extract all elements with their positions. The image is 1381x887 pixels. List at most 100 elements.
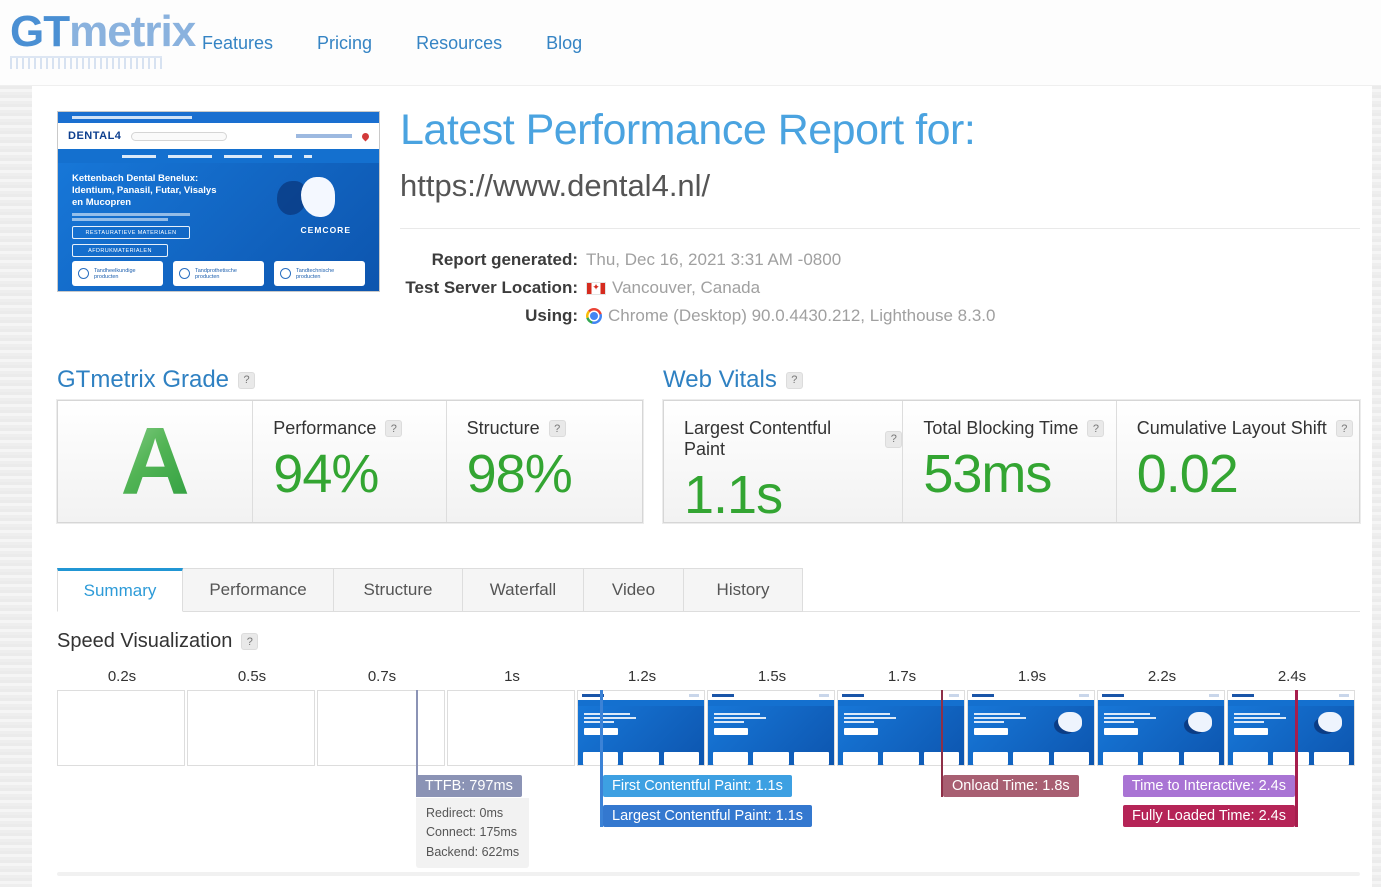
fully-loaded-marker-line xyxy=(1295,690,1298,827)
help-icon[interactable]: ? xyxy=(1087,420,1105,437)
logo-ruler-icon xyxy=(10,56,162,69)
filmstrip-frame xyxy=(837,690,965,766)
grade-letter: A xyxy=(120,407,190,515)
thumb-site-logo: DENTAL4 xyxy=(68,130,122,142)
grade-letter-cell: A xyxy=(58,401,254,522)
meta-row-location: Test Server Location: Vancouver, Canada xyxy=(400,274,1360,302)
help-icon[interactable]: ? xyxy=(238,371,256,389)
structure-score-cell: Structure? 98% xyxy=(447,401,642,522)
tab-waterfall[interactable]: Waterfall xyxy=(463,568,584,612)
site-header: GTmetrix Features Pricing Resources Blog xyxy=(0,0,1381,86)
cls-label: Cumulative Layout Shift xyxy=(1136,418,1327,438)
chrome-icon xyxy=(586,308,602,324)
tab-summary[interactable]: Summary xyxy=(57,568,183,612)
tbt-label: Total Blocking Time xyxy=(923,418,1079,438)
thumb-hero: Kettenbach Dental Benelux: Identium, Pan… xyxy=(58,163,379,291)
thumb-card-2: Tandprothetische producten xyxy=(173,261,264,286)
gtmetrix-logo[interactable]: GTmetrix xyxy=(10,7,196,69)
filmstrip-frame xyxy=(447,690,575,766)
cls-value: 0.02 xyxy=(1136,444,1239,504)
help-icon[interactable]: ? xyxy=(885,430,903,448)
tab-video[interactable]: Video xyxy=(584,568,684,612)
thumb-card-icon xyxy=(280,268,291,279)
thumb-hero-title: Kettenbach Dental Benelux: Identium, Pan… xyxy=(72,173,217,208)
structure-label: Structure xyxy=(466,418,540,438)
left-background-texture xyxy=(0,86,32,887)
time-to-interactive-badge: Time to Interactive: 2.4s xyxy=(1122,775,1295,797)
structure-value: 98% xyxy=(466,444,573,504)
thumb-card-row: Tandheelkundige producten Tandprothetisc… xyxy=(58,261,379,291)
thumb-cemcore-label: CEMCORE xyxy=(300,225,351,235)
performance-score-cell: Performance? 94% xyxy=(253,401,447,522)
tbt-value: 53ms xyxy=(923,444,1052,504)
filmstrip-frame xyxy=(577,690,705,766)
nav-features[interactable]: Features xyxy=(202,32,274,53)
report-url: https://www.dental4.nl/ xyxy=(400,168,711,203)
tab-history[interactable]: History xyxy=(684,568,803,612)
thumb-search-bar xyxy=(131,131,228,141)
filmstrip-frame xyxy=(57,690,185,766)
fully-loaded-time-badge: Fully Loaded Time: 2.4s xyxy=(1123,805,1295,827)
meta-label: Test Server Location: xyxy=(405,278,578,297)
nav-pricing[interactable]: Pricing xyxy=(317,32,373,53)
lcp-label: Largest Contentful Paint xyxy=(684,418,832,459)
gtmetrix-logo-text: GTmetrix xyxy=(10,7,196,56)
timeline-label: 0.5s xyxy=(237,668,267,685)
thumb-card-icon xyxy=(78,268,89,279)
performance-value: 94% xyxy=(273,444,379,504)
help-icon[interactable]: ? xyxy=(548,420,566,437)
thumb-hero-button-1: RESTAURATIEVE MATERIALEN xyxy=(72,226,190,239)
filmstrip-frame xyxy=(1227,690,1355,766)
speed-visualization-filmstrip: 0.2s 0.5s 0.7s 1s 1.2s 1.5s 1.7s 1.9s 2.… xyxy=(57,668,1360,869)
nav-resources[interactable]: Resources xyxy=(416,32,503,53)
ttfb-badge: TTFB: 797ms xyxy=(416,775,522,797)
thumb-site-header: DENTAL4 xyxy=(58,123,379,149)
help-icon[interactable]: ? xyxy=(785,371,803,389)
title-divider xyxy=(400,228,1360,229)
help-icon[interactable]: ? xyxy=(241,633,259,650)
filmstrip-frame xyxy=(707,690,835,766)
onload-time-badge: Onload Time: 1.8s xyxy=(943,775,1079,797)
ttfb-redirect: Redirect: 0ms xyxy=(426,806,504,820)
help-icon[interactable]: ? xyxy=(385,420,403,437)
help-icon[interactable]: ? xyxy=(1335,420,1353,437)
ttfb-connect: Connect: 175ms xyxy=(426,825,518,840)
report-tabs: Summary Performance Structure Waterfall … xyxy=(57,568,1360,612)
timeline-label: 2.4s xyxy=(1277,668,1307,685)
meta-label: Using: xyxy=(525,306,578,325)
thumb-hero-button-2: AFDRUKMATERIALEN xyxy=(72,244,168,257)
canada-flag-icon xyxy=(586,281,606,295)
timeline-label: 1s xyxy=(504,668,520,685)
vitals-section-heading: Web Vitals? xyxy=(663,366,803,394)
filmstrip-frame xyxy=(1097,690,1225,766)
tab-performance[interactable]: Performance xyxy=(183,568,334,612)
timeline-label: 1.9s xyxy=(1017,668,1047,685)
site-screenshot-thumbnail: DENTAL4 Kettenbach Dental Benelux: Ident… xyxy=(57,111,380,292)
meta-row-generated: Report generated: Thu, Dec 16, 2021 3:31… xyxy=(400,246,1360,274)
lcp-value: 1.1s xyxy=(684,465,783,525)
page-title: Latest Performance Report for: xyxy=(400,106,976,154)
thumb-card-icon xyxy=(179,268,190,279)
ttfb-marker-line xyxy=(416,690,418,797)
nav-blog[interactable]: Blog xyxy=(546,32,583,53)
filmstrip-frame xyxy=(967,690,1095,766)
tbt-cell: Total Blocking Time? 53ms xyxy=(903,401,1117,522)
tab-structure[interactable]: Structure xyxy=(334,568,463,612)
thumb-pin-icon xyxy=(360,131,371,141)
meta-value: Vancouver, Canada xyxy=(586,278,760,298)
fcp-marker-line xyxy=(600,690,603,827)
bottom-divider xyxy=(57,872,1360,876)
thumb-site-nav xyxy=(58,149,379,163)
report-meta: Report generated: Thu, Dec 16, 2021 3:31… xyxy=(400,246,1360,330)
thumb-card-1: Tandheelkundige producten xyxy=(72,261,163,286)
speed-visualization-heading: Speed Visualization? xyxy=(57,630,259,653)
cls-cell: Cumulative Layout Shift? 0.02 xyxy=(1117,401,1359,522)
thumb-notification-bar xyxy=(58,112,379,123)
timeline-label: 1.7s xyxy=(887,668,917,685)
thumb-tooth-graphic xyxy=(277,177,335,221)
main-nav: Features Pricing Resources Blog xyxy=(202,0,582,86)
ttfb-details-box: Redirect: 0ms Connect: 175ms Backend: 62… xyxy=(416,798,530,869)
meta-value: Thu, Dec 16, 2021 3:31 AM -0800 xyxy=(586,250,842,269)
filmstrip-frame xyxy=(187,690,315,766)
